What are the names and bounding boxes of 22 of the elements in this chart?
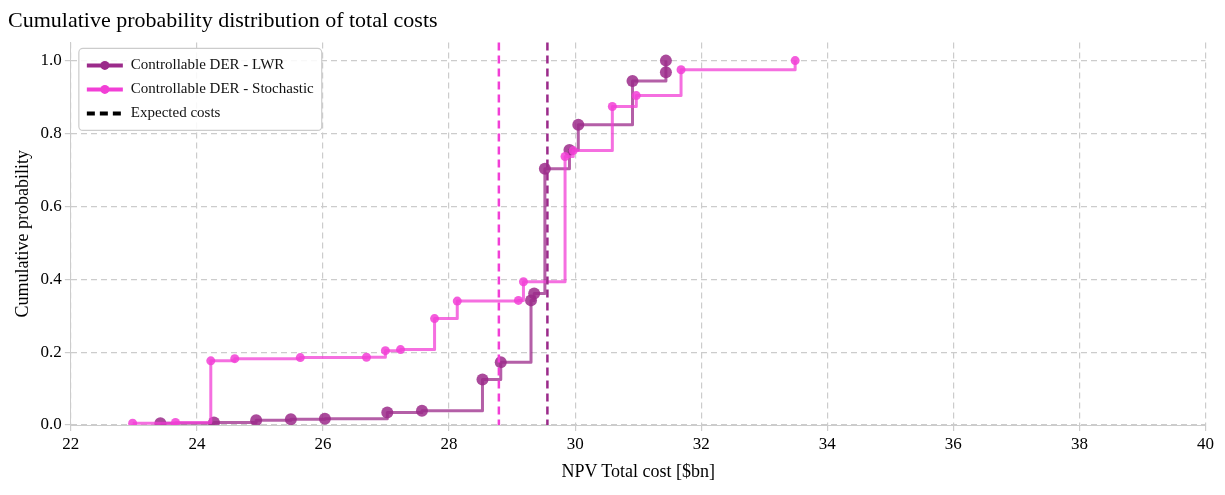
x-tick-label: 32 xyxy=(692,433,710,453)
x-tick-label: 24 xyxy=(188,433,206,453)
y-tick-label: 0.0 xyxy=(40,414,62,434)
y-tick-label: 0.8 xyxy=(40,122,62,142)
x-axis-title: NPV Total cost [$bn] xyxy=(561,460,715,481)
legend-label: Controllable DER - Stochastic xyxy=(130,80,315,97)
annotation: Expected costs xyxy=(130,104,221,121)
x-tick-label: 38 xyxy=(1070,433,1088,453)
y-axis-title: Cumulative probability xyxy=(11,149,32,318)
x-tick-label: 36 xyxy=(944,433,962,453)
x-tick-label: 30 xyxy=(566,433,584,453)
y-tick-label: 0.2 xyxy=(40,341,62,361)
x-tick-label: 34 xyxy=(818,433,837,453)
y-tick-label: 0.4 xyxy=(40,268,63,288)
x-tick-label: 28 xyxy=(440,433,458,453)
y-tick-label: 0.6 xyxy=(40,195,62,215)
y-tick-label: 1.0 xyxy=(40,50,62,70)
x-tick-label: 22 xyxy=(62,433,80,453)
x-tick-label: 40 xyxy=(1197,433,1214,453)
x-tick-label: 26 xyxy=(314,433,332,453)
legend-label: Controllable DER - LWR xyxy=(130,56,285,73)
chart-title: Cumulative probability distribution of total costs xyxy=(8,6,438,32)
